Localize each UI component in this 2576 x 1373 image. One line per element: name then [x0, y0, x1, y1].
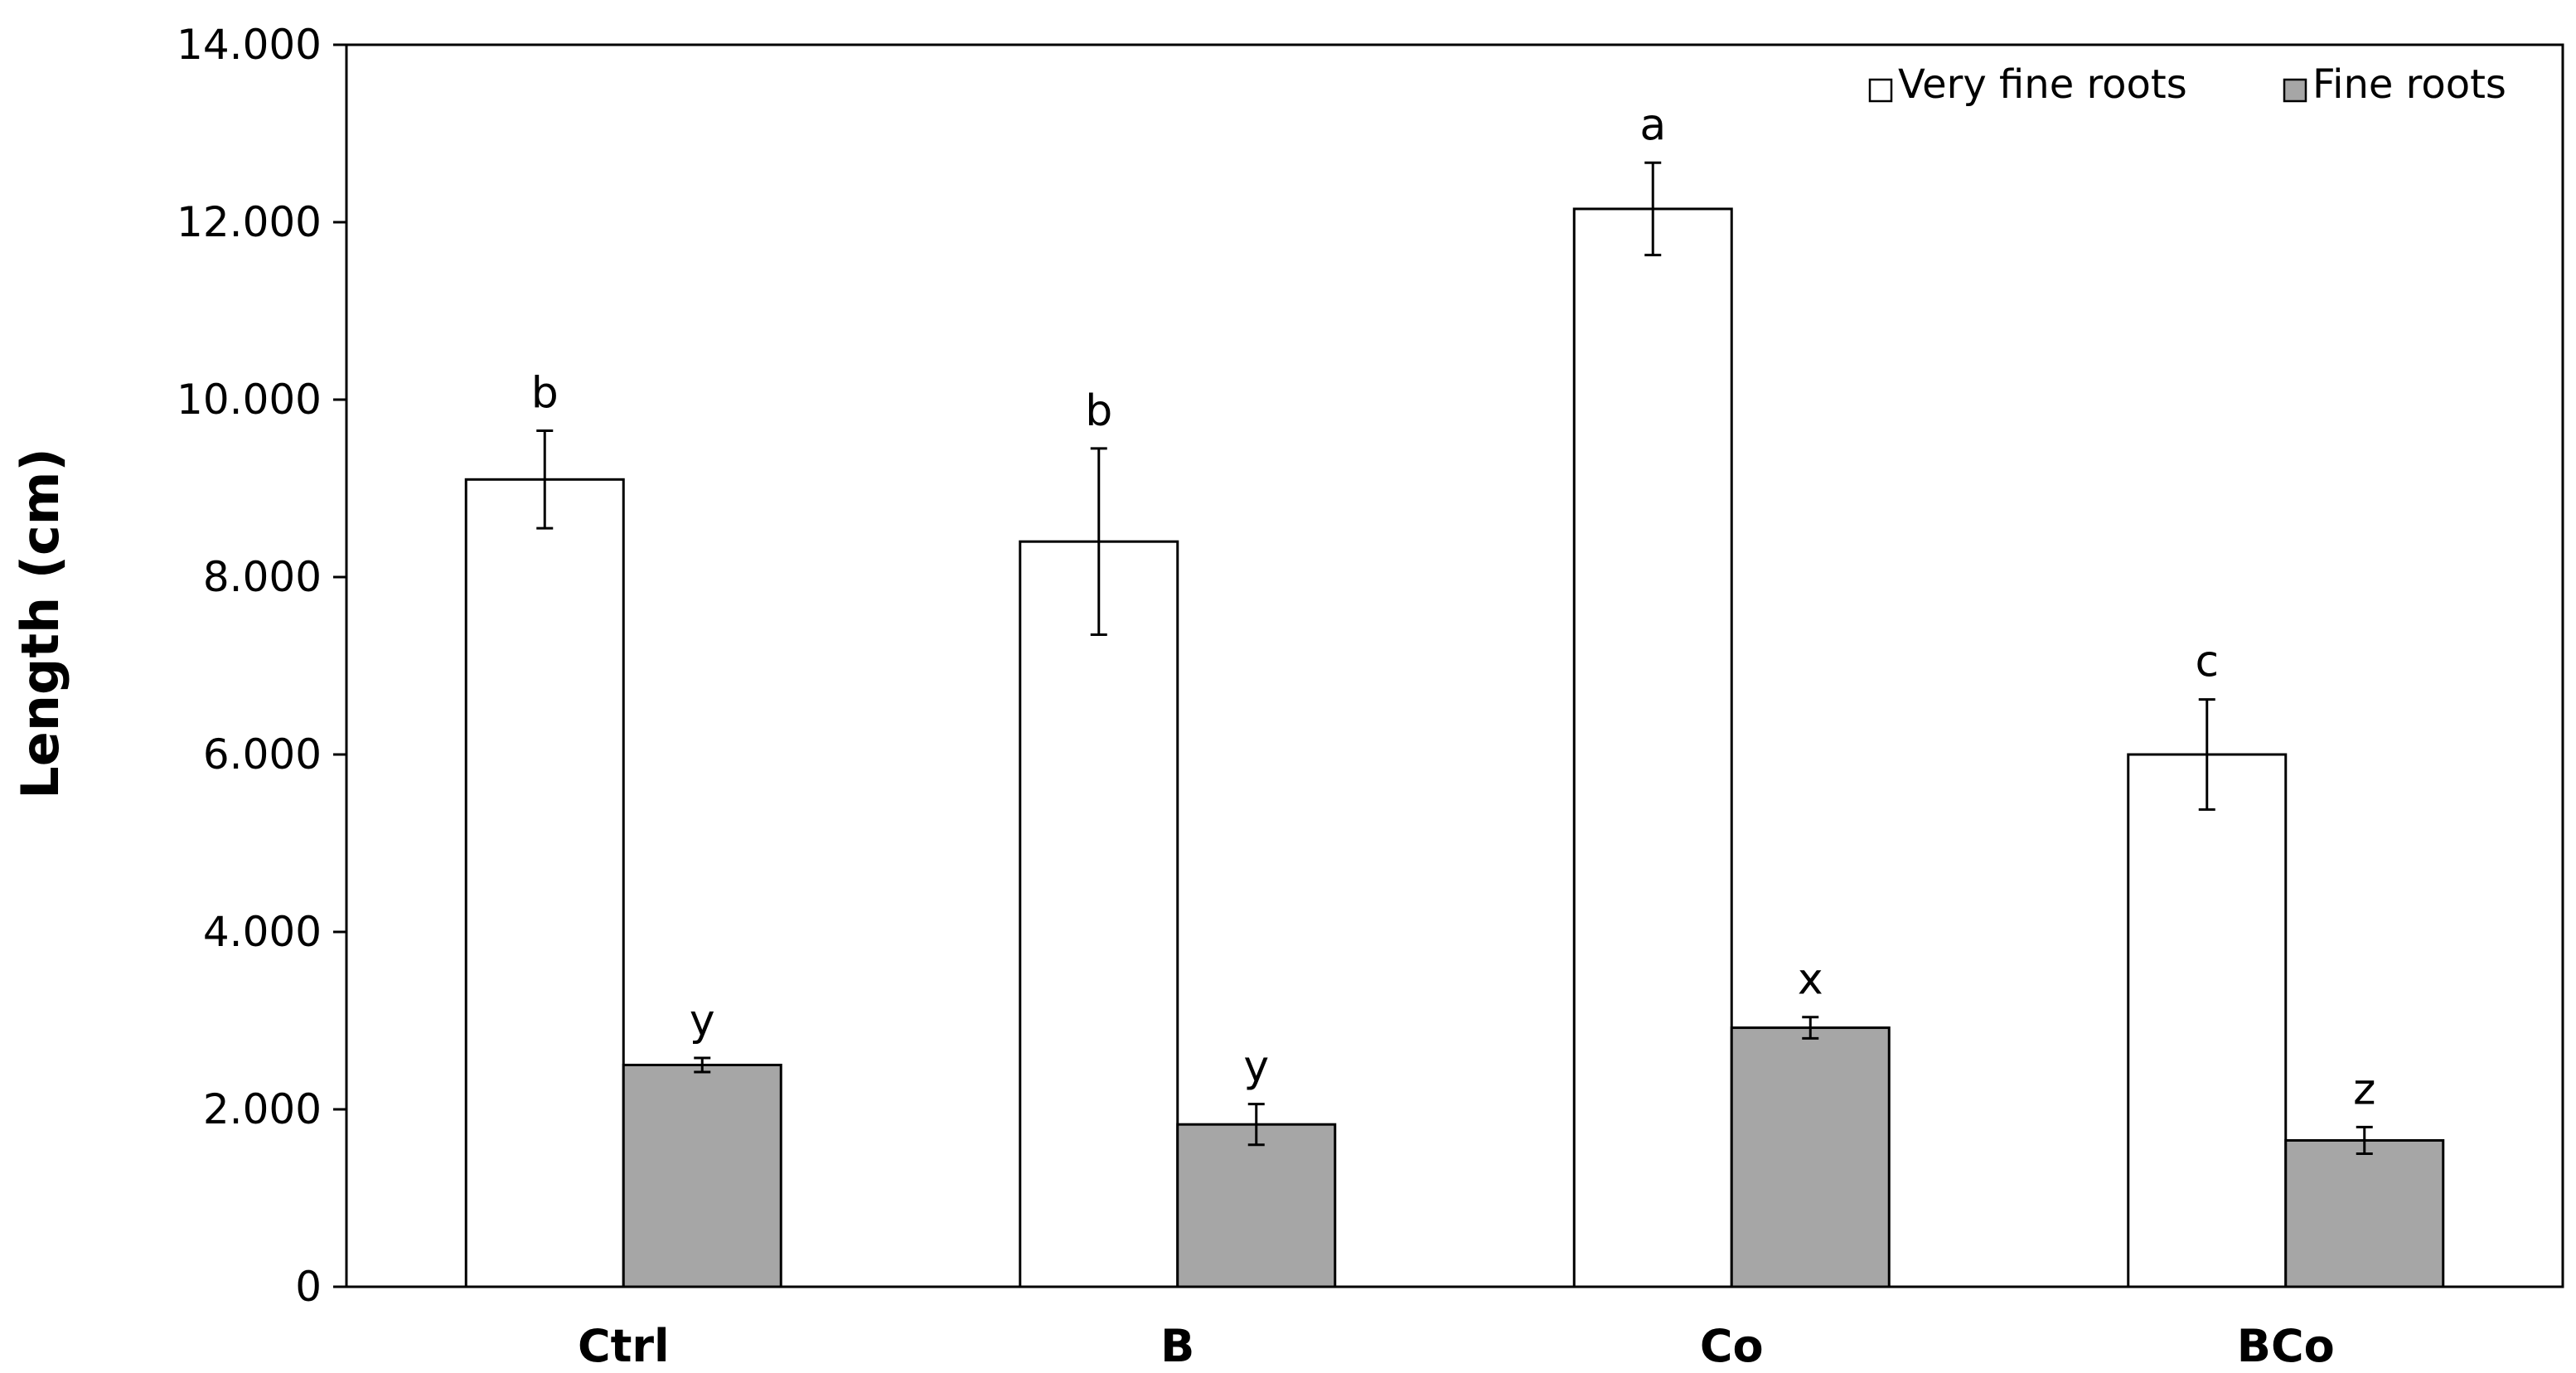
y-axis-title: Length (cm)	[10, 448, 70, 798]
plot-frame	[345, 43, 2564, 1288]
y-tick-label: 4.000	[203, 908, 322, 956]
y-tick-label: 0	[295, 1263, 322, 1311]
plot-area: 0 2.000 4.000 6.000 8.000 10.000 12.000 14.000 b…	[177, 21, 2564, 1372]
bar	[2127, 753, 2288, 1288]
significance-label: y	[1243, 1042, 1269, 1092]
y-tick-label: 12.000	[177, 198, 322, 246]
bar	[1572, 207, 1733, 1288]
legend-label: Very fine roots	[1898, 61, 2187, 108]
x-tick-label: Ctrl	[578, 1320, 670, 1372]
legend: Very fine roots Fine roots	[1868, 61, 2506, 108]
bar	[464, 478, 625, 1288]
y-tick-label: 10.000	[177, 376, 322, 424]
significance-label: a	[1639, 100, 1666, 150]
significance-label: y	[690, 996, 715, 1046]
significance-label: z	[2353, 1065, 2375, 1114]
x-tick-label: Co	[1700, 1320, 1764, 1372]
bar	[1176, 1123, 1337, 1288]
bar	[1730, 1026, 1891, 1288]
y-tick-label: 14.000	[177, 21, 322, 69]
x-tick-label: B	[1160, 1320, 1194, 1372]
significance-label: x	[1798, 955, 1823, 1005]
y-tick-label: 8.000	[203, 553, 322, 601]
x-tick-label: BCo	[2237, 1320, 2335, 1372]
y-tick-label: 6.000	[203, 730, 322, 779]
legend-label: Fine roots	[2312, 61, 2506, 108]
significance-label: b	[1085, 386, 1112, 436]
legend-swatch	[2283, 78, 2307, 103]
legend-swatch	[1868, 78, 1893, 103]
significance-label: b	[531, 368, 559, 418]
bar	[1019, 540, 1179, 1288]
y-tick-label: 2.000	[203, 1085, 322, 1133]
significance-label: c	[2195, 638, 2219, 687]
bar	[622, 1064, 782, 1288]
bar	[2284, 1138, 2445, 1288]
